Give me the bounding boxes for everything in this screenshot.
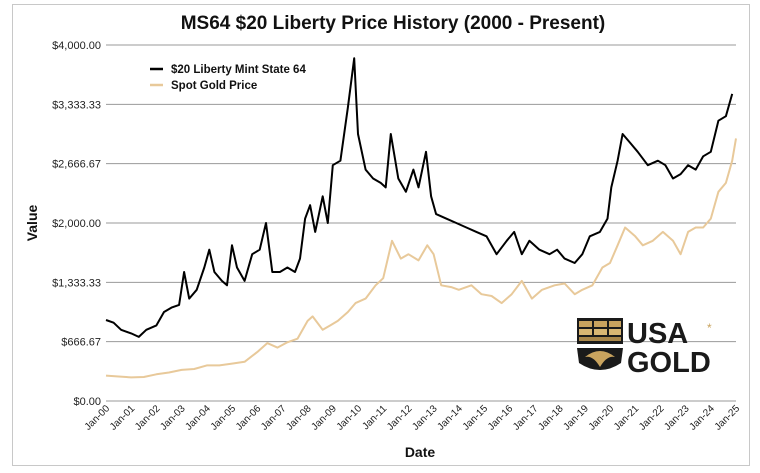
eagle-shield-icon [577, 348, 623, 370]
x-tick-label: Jan-04 [184, 403, 214, 433]
x-tick-label: Jan-20 [587, 403, 617, 433]
y-tick-label: $0.00 [73, 396, 101, 408]
y-axis-label: Value [24, 205, 40, 242]
x-tick-label: Jan-10 [335, 403, 365, 433]
x-tick-label: Jan-01 [108, 403, 138, 433]
x-tick-label: Jan-14 [436, 403, 466, 433]
legend-label-liberty: $20 Liberty Mint State 64 [171, 64, 306, 76]
x-tick-label: Jan-08 [284, 403, 314, 433]
x-tick-label: Jan-21 [612, 403, 642, 433]
legend-label-spot-gold: Spot Gold Price [171, 80, 257, 92]
x-tick-label: Jan-11 [360, 403, 389, 432]
y-tick-label: $3,333.33 [52, 99, 101, 111]
x-tick-label: Jan-13 [410, 403, 440, 433]
series-lines [105, 57, 737, 379]
x-tick-label: Jan-07 [259, 403, 289, 433]
x-tick-label: Jan-17 [511, 403, 541, 433]
y-tick-label: $666.67 [61, 337, 101, 349]
legend: $20 Liberty Mint State 64 Spot Gold Pric… [150, 64, 306, 92]
series-line-liberty [105, 57, 734, 338]
y-tick-label: $2,000.00 [52, 218, 101, 230]
chart-title: MS64 $20 Liberty Price History (2000 - P… [181, 13, 606, 34]
x-tick-label: Jan-15 [461, 403, 491, 433]
x-tick-label: Jan-03 [158, 403, 188, 433]
x-tick-label: Jan-06 [234, 403, 264, 433]
x-tick-label: Jan-18 [536, 403, 566, 433]
x-tick-labels: Jan-00Jan-01Jan-02Jan-03Jan-04Jan-05Jan-… [83, 403, 743, 433]
y-tick-labels: $0.00 $666.67 $1,333.33 $2,000.00 $2,666.67 $… [52, 40, 101, 408]
y-tick-label: $4,000.00 [52, 40, 101, 52]
y-tick-label: $2,666.67 [52, 159, 101, 171]
x-tick-label: Jan-22 [637, 403, 667, 433]
chart-frame: MS64 $20 Liberty Price History (2000 - P… [12, 4, 750, 466]
logo-text-usa: USA [627, 318, 688, 350]
x-tick-label: Jan-09 [310, 403, 340, 433]
x-axis-label: Date [405, 444, 436, 460]
logo-text-gold: GOLD [627, 347, 711, 379]
x-tick-label: Jan-23 [662, 403, 692, 433]
chart-svg: MS64 $20 Liberty Price History (2000 - P… [24, 13, 743, 460]
x-tick-label: Jan-05 [209, 403, 239, 433]
x-tick-label: Jan-24 [688, 403, 718, 433]
logo-mark: * [707, 321, 712, 335]
x-tick-label: Jan-16 [486, 403, 516, 433]
usa-gold-logo: USA * GOLD [577, 318, 712, 379]
x-tick-label: Jan-02 [133, 403, 163, 433]
grid-lines [106, 44, 736, 402]
x-tick-label: Jan-19 [562, 403, 592, 433]
gold-bars-icon [577, 318, 623, 344]
x-tick-label: Jan-12 [385, 403, 415, 433]
x-tick-label: Jan-25 [713, 403, 743, 433]
series-line-spot-gold [105, 138, 737, 379]
y-tick-label: $1,333.33 [52, 277, 101, 289]
